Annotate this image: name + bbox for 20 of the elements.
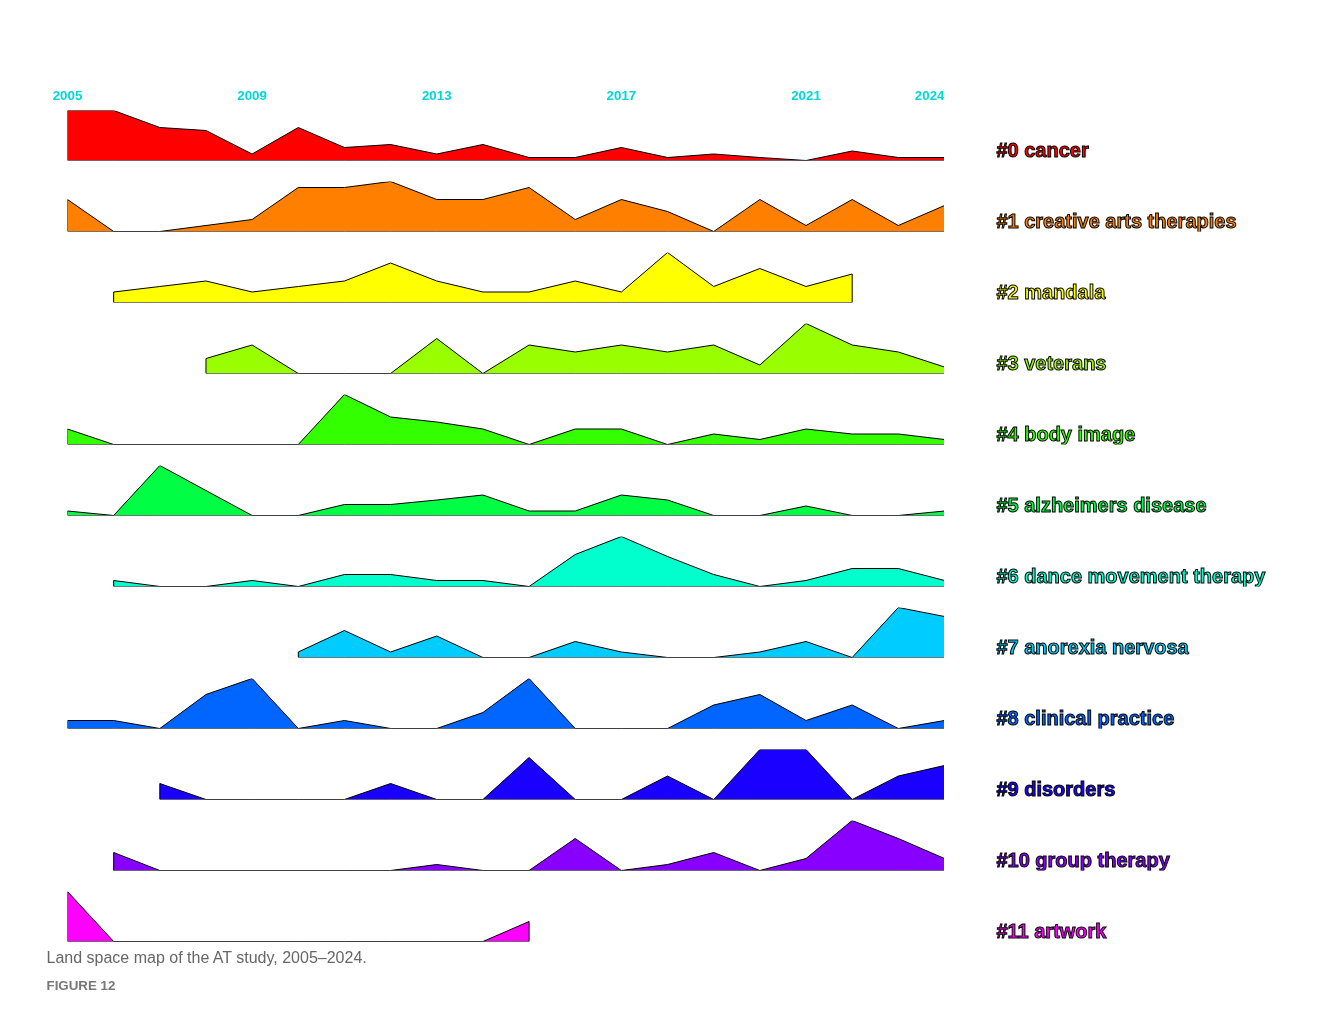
text: #4 body image [996,422,1136,445]
x-tick-label: 2013 [421,87,452,103]
x-tick-label: 2017 [606,87,637,103]
text: #10 group therapy [996,848,1171,871]
x-tick-label: 2024 [914,87,946,103]
text: Land space map of the AT study, 2005–2024. [46,948,367,966]
text: #5 alzheimers disease [996,493,1207,516]
x-tick-label: 2021 [791,87,822,103]
text: #1 creative arts therapies [996,209,1237,232]
text: #2 mandala [996,280,1107,303]
x-tick-label: 2009 [237,87,267,103]
text: #9 disorders [996,777,1116,800]
caption: FIGURE 12 [46,977,116,993]
text: #11 artwork [996,919,1108,942]
text: #3 veterans [996,351,1107,374]
x-tick-label: 2005 [52,87,83,103]
text: #8 clinical practice [996,706,1175,729]
text: #7 anorexia nervosa [996,635,1190,658]
text: #6 dance movement therapy [996,564,1267,587]
text: #0 cancer [996,138,1089,161]
